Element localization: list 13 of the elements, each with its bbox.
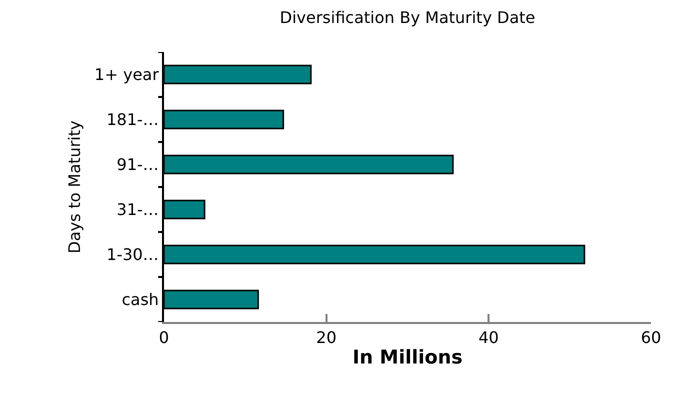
y-tick-label: 31-… (116, 200, 159, 220)
x-tick-label: 20 (316, 328, 337, 348)
x-axis-title: In Millions (352, 346, 463, 368)
x-tick-label: 60 (640, 328, 662, 348)
chart-title: Diversification By Maturity Date (280, 8, 536, 28)
x-tick-label: 40 (478, 328, 499, 348)
y-tick-label: 91-… (116, 155, 159, 174)
y-tick-label: 1+ year (94, 65, 160, 84)
y-tick-label: cash (122, 290, 159, 310)
y-tick-label: 1-30… (106, 245, 159, 264)
y-axis-title: Days to Maturity (64, 120, 84, 254)
y-tick-label: 181-… (106, 110, 159, 130)
x-tick-label: 0 (158, 328, 170, 348)
